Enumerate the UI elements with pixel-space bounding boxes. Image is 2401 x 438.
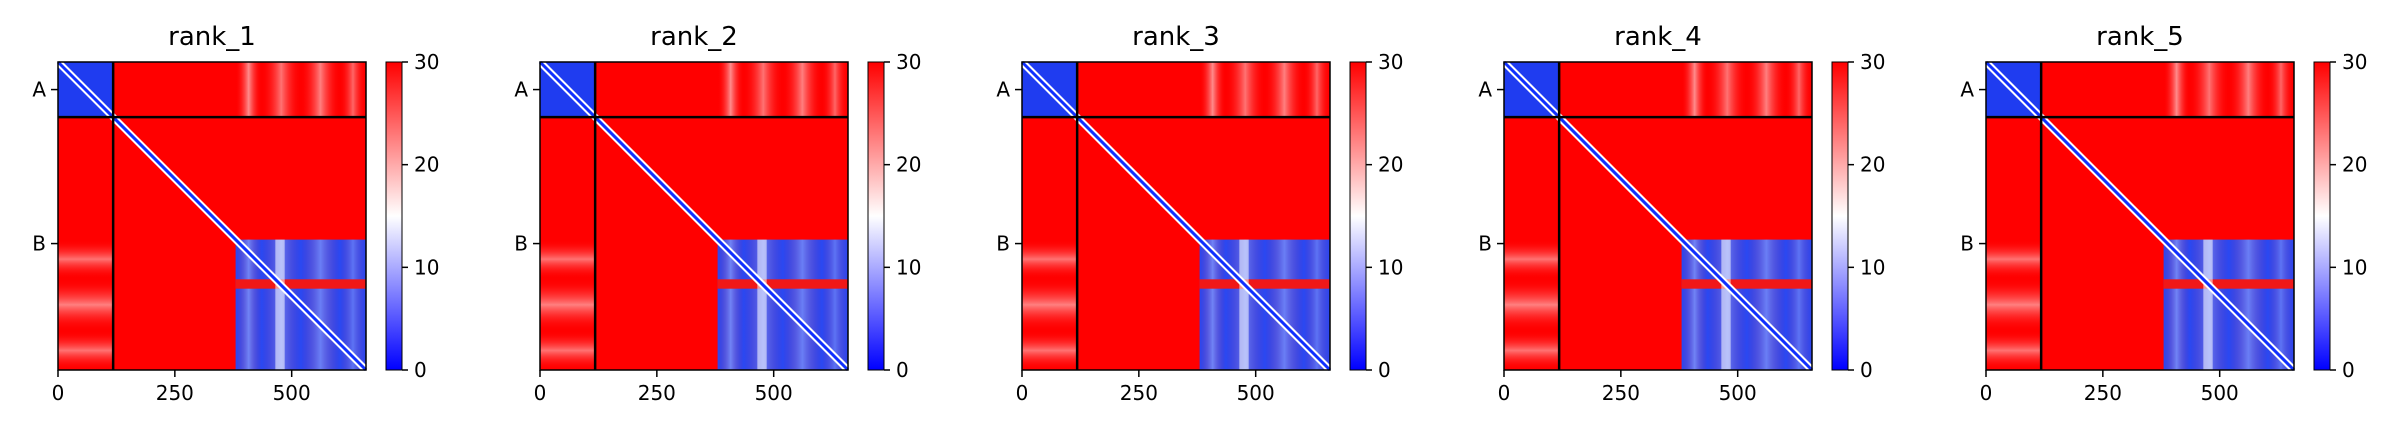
x-tick-label: 0 xyxy=(1980,381,1993,405)
high-error-band-col xyxy=(2203,239,2213,370)
x-tick-label: 250 xyxy=(1120,381,1158,405)
y-tick-label: A xyxy=(1478,78,1492,102)
high-error-band-col xyxy=(757,239,767,370)
colorbar-tick-label: 30 xyxy=(896,50,921,74)
high-error-band-col xyxy=(1721,239,1731,370)
panel-title: rank_2 xyxy=(650,22,738,52)
x-tick-label: 0 xyxy=(1016,381,1029,405)
high-error-band-row xyxy=(1199,279,1330,289)
colorbar xyxy=(867,61,885,371)
y-tick-label: A xyxy=(32,78,46,102)
panel-title: rank_1 xyxy=(168,22,256,52)
axes-frame xyxy=(1021,61,1331,371)
colorbar-tick-label: 10 xyxy=(414,255,439,279)
colorbar-tick-label: 0 xyxy=(1378,358,1391,382)
colorbar-tick-label: 10 xyxy=(2342,255,2367,279)
panel-title: rank_4 xyxy=(1614,22,1702,52)
panel-rank_4: rank_4 0 250 500 A B 0 10 20 30 xyxy=(1478,22,1885,405)
colorbar-tick-label: 30 xyxy=(1860,50,1885,74)
high-error-band-row xyxy=(717,279,848,289)
ab-stripes xyxy=(1681,62,1812,118)
y-tick-label: B xyxy=(32,232,46,256)
colorbar-tick-label: 30 xyxy=(414,50,439,74)
high-error-band-row xyxy=(235,279,366,289)
axes-frame xyxy=(1503,61,1813,371)
high-error-band-row xyxy=(2163,279,2294,289)
y-tick-label: A xyxy=(514,78,528,102)
high-error-band-col xyxy=(275,239,285,370)
axes-frame xyxy=(57,61,367,371)
panel-title: rank_3 xyxy=(1132,22,1220,52)
colorbar-tick-label: 0 xyxy=(2342,358,2355,382)
high-error-band-row xyxy=(1681,279,1812,289)
panel-title: rank_5 xyxy=(2096,22,2184,52)
panel-rank_5: rank_5 0 250 500 A B 0 10 20 30 xyxy=(1960,22,2367,405)
high-error-band-col xyxy=(1239,239,1249,370)
panel-rank_1: rank_1 0 250 500 A B 0 10 20 30 xyxy=(32,22,439,405)
y-tick-label: A xyxy=(1960,78,1974,102)
panel-rank_2: rank_2 0 250 500 A B 0 10 20 30 xyxy=(514,22,921,405)
diagonal xyxy=(1984,60,2296,372)
x-tick-label: 500 xyxy=(755,381,793,405)
colorbar-tick-label: 10 xyxy=(1860,255,1885,279)
y-tick-label: B xyxy=(1478,232,1492,256)
diagonal xyxy=(538,60,850,372)
panel-rank_3: rank_3 0 250 500 A B 0 10 20 30 xyxy=(996,22,1403,405)
diagonal xyxy=(1502,60,1814,372)
colorbar-tick-label: 20 xyxy=(896,153,921,177)
axes-frame xyxy=(1985,61,2295,371)
colorbar-tick-label: 30 xyxy=(2342,50,2367,74)
colorbar-tick-label: 10 xyxy=(896,255,921,279)
diagonal xyxy=(56,60,368,372)
colorbar-tick-label: 20 xyxy=(1860,153,1885,177)
x-tick-label: 500 xyxy=(1237,381,1275,405)
colorbar xyxy=(385,61,403,371)
x-tick-label: 500 xyxy=(2201,381,2239,405)
ba-stripes xyxy=(540,239,596,370)
x-tick-label: 250 xyxy=(1602,381,1640,405)
x-tick-label: 250 xyxy=(156,381,194,405)
x-tick-label: 250 xyxy=(638,381,676,405)
ba-stripes xyxy=(1986,239,2042,370)
colorbar-tick-label: 20 xyxy=(2342,153,2367,177)
x-tick-label: 500 xyxy=(1719,381,1757,405)
ab-stripes xyxy=(1199,62,1330,118)
colorbar-tick-label: 0 xyxy=(1860,358,1873,382)
colorbar xyxy=(1831,61,1849,371)
ba-stripes xyxy=(1504,239,1560,370)
y-tick-label: B xyxy=(996,232,1010,256)
axes-frame xyxy=(539,61,849,371)
colorbar-tick-label: 20 xyxy=(1378,153,1403,177)
x-tick-label: 0 xyxy=(534,381,547,405)
y-tick-label: B xyxy=(1960,232,1974,256)
colorbar xyxy=(2313,61,2331,371)
colorbar-tick-label: 20 xyxy=(414,153,439,177)
colorbar-tick-label: 30 xyxy=(1378,50,1403,74)
x-tick-label: 250 xyxy=(2084,381,2122,405)
ab-stripes xyxy=(235,62,366,118)
diagonal xyxy=(1020,60,1332,372)
ab-stripes xyxy=(2163,62,2294,118)
x-tick-label: 0 xyxy=(52,381,65,405)
y-tick-label: B xyxy=(514,232,528,256)
colorbar xyxy=(1349,61,1367,371)
x-tick-label: 0 xyxy=(1498,381,1511,405)
colorbar-tick-label: 0 xyxy=(414,358,427,382)
ab-stripes xyxy=(717,62,848,118)
ba-stripes xyxy=(1022,239,1078,370)
ba-stripes xyxy=(58,239,114,370)
colorbar-tick-label: 0 xyxy=(896,358,909,382)
x-tick-label: 500 xyxy=(273,381,311,405)
y-tick-label: A xyxy=(996,78,1010,102)
colorbar-tick-label: 10 xyxy=(1378,255,1403,279)
